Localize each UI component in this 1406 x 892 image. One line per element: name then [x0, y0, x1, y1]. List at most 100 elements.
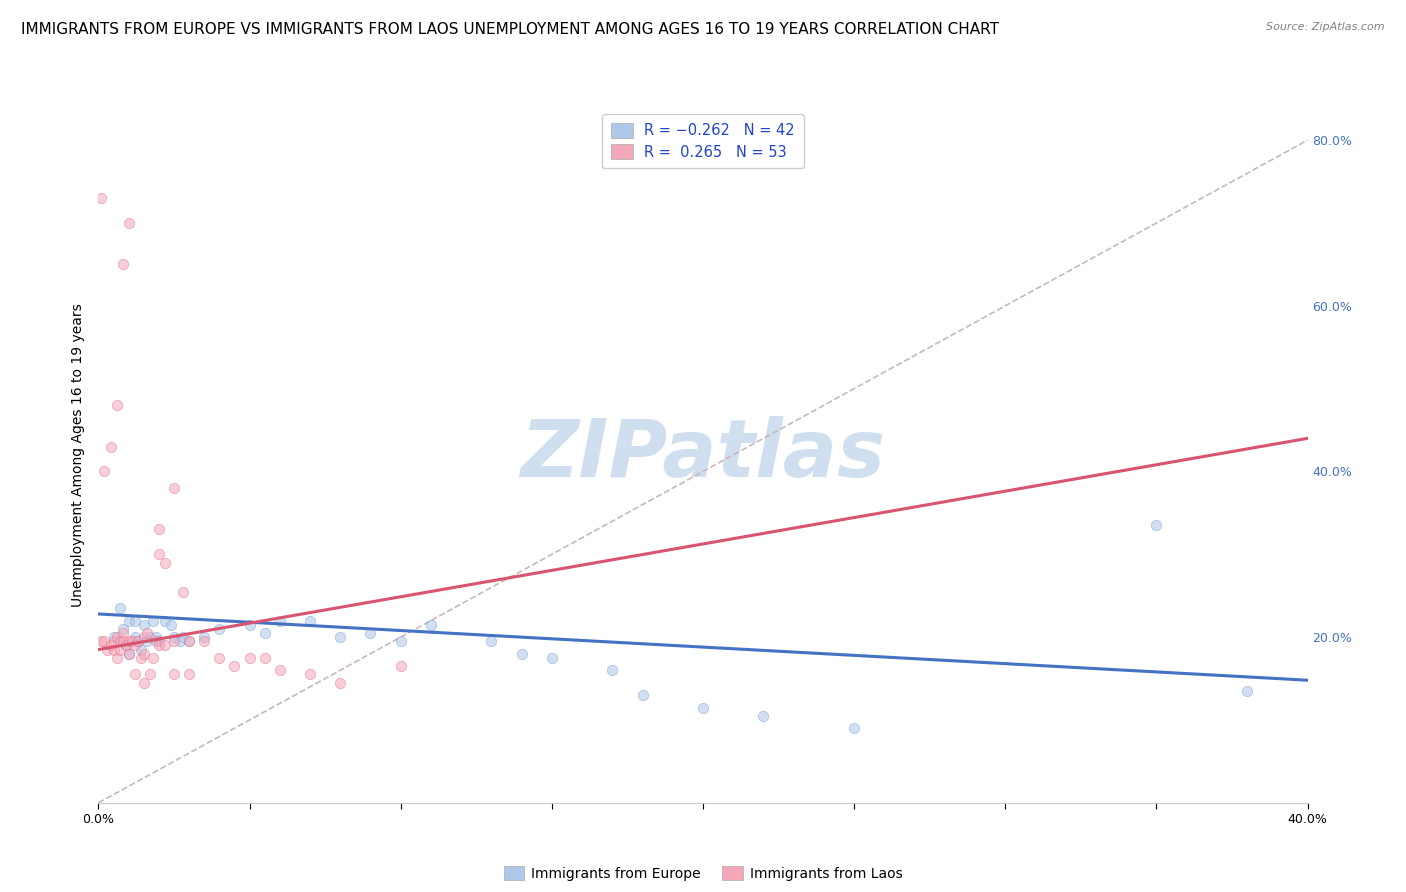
Point — [145, 630, 167, 644]
Point — [329, 630, 352, 644]
Point — [105, 630, 128, 644]
Y-axis label: Unemployment Among Ages 16 to 19 years: Unemployment Among Ages 16 to 19 years — [70, 303, 84, 607]
Point — [389, 659, 412, 673]
Point — [299, 667, 322, 681]
Point — [253, 651, 276, 665]
Point — [129, 651, 152, 665]
Point — [148, 639, 170, 653]
Point — [208, 651, 231, 665]
Text: Source: ZipAtlas.com: Source: ZipAtlas.com — [1267, 22, 1385, 32]
Point — [208, 622, 231, 636]
Point — [124, 667, 146, 681]
Point — [193, 630, 215, 644]
Point — [121, 634, 143, 648]
Point — [844, 721, 866, 735]
Point — [142, 614, 165, 628]
Point — [105, 651, 128, 665]
Point — [540, 651, 562, 665]
Point — [142, 651, 165, 665]
Point — [111, 622, 134, 636]
Point — [153, 639, 176, 653]
Point — [163, 481, 186, 495]
Point — [127, 634, 149, 648]
Point — [132, 647, 155, 661]
Point — [148, 523, 170, 537]
Point — [127, 634, 149, 648]
Point — [224, 659, 246, 673]
Point — [481, 634, 503, 648]
Point — [90, 191, 112, 205]
Point — [135, 626, 157, 640]
Point — [105, 398, 128, 412]
Point — [108, 601, 131, 615]
Point — [153, 614, 176, 628]
Point — [510, 647, 533, 661]
Point — [139, 630, 162, 644]
Point — [114, 639, 136, 653]
Point — [239, 651, 262, 665]
Point — [163, 667, 186, 681]
Point — [111, 257, 134, 271]
Text: ZIPatlas: ZIPatlas — [520, 416, 886, 494]
Point — [118, 647, 141, 661]
Point — [179, 634, 201, 648]
Point — [160, 617, 183, 632]
Point — [172, 630, 194, 644]
Point — [299, 614, 322, 628]
Point — [93, 465, 115, 479]
Point — [100, 440, 122, 454]
Point — [111, 626, 134, 640]
Point — [118, 614, 141, 628]
Point — [631, 688, 654, 702]
Point — [100, 639, 122, 653]
Point — [118, 647, 141, 661]
Point — [93, 634, 115, 648]
Point — [360, 626, 382, 640]
Point — [111, 634, 134, 648]
Point — [179, 634, 201, 648]
Point — [108, 634, 131, 648]
Point — [1236, 684, 1258, 698]
Point — [96, 642, 118, 657]
Point — [172, 584, 194, 599]
Point — [269, 614, 291, 628]
Point — [329, 675, 352, 690]
Point — [124, 630, 146, 644]
Point — [253, 626, 276, 640]
Point — [1144, 518, 1167, 533]
Point — [193, 634, 215, 648]
Point — [103, 642, 125, 657]
Point — [145, 634, 167, 648]
Point — [752, 708, 775, 723]
Point — [103, 634, 125, 648]
Point — [239, 617, 262, 632]
Point — [169, 634, 191, 648]
Point — [129, 642, 152, 657]
Point — [118, 216, 141, 230]
Point — [153, 556, 176, 570]
Point — [103, 630, 125, 644]
Point — [118, 634, 141, 648]
Point — [269, 663, 291, 677]
Point — [124, 639, 146, 653]
Point — [389, 634, 412, 648]
Point — [132, 617, 155, 632]
Legend: Immigrants from Europe, Immigrants from Laos: Immigrants from Europe, Immigrants from … — [498, 861, 908, 887]
Point — [602, 663, 624, 677]
Point — [148, 547, 170, 561]
Point — [90, 634, 112, 648]
Point — [179, 667, 201, 681]
Point — [163, 630, 186, 644]
Point — [139, 667, 162, 681]
Point — [108, 642, 131, 657]
Point — [692, 700, 714, 714]
Point — [420, 617, 443, 632]
Point — [114, 639, 136, 653]
Point — [148, 634, 170, 648]
Point — [132, 675, 155, 690]
Point — [132, 630, 155, 644]
Point — [163, 634, 186, 648]
Text: IMMIGRANTS FROM EUROPE VS IMMIGRANTS FROM LAOS UNEMPLOYMENT AMONG AGES 16 TO 19 : IMMIGRANTS FROM EUROPE VS IMMIGRANTS FRO… — [21, 22, 1000, 37]
Point — [124, 614, 146, 628]
Point — [135, 634, 157, 648]
